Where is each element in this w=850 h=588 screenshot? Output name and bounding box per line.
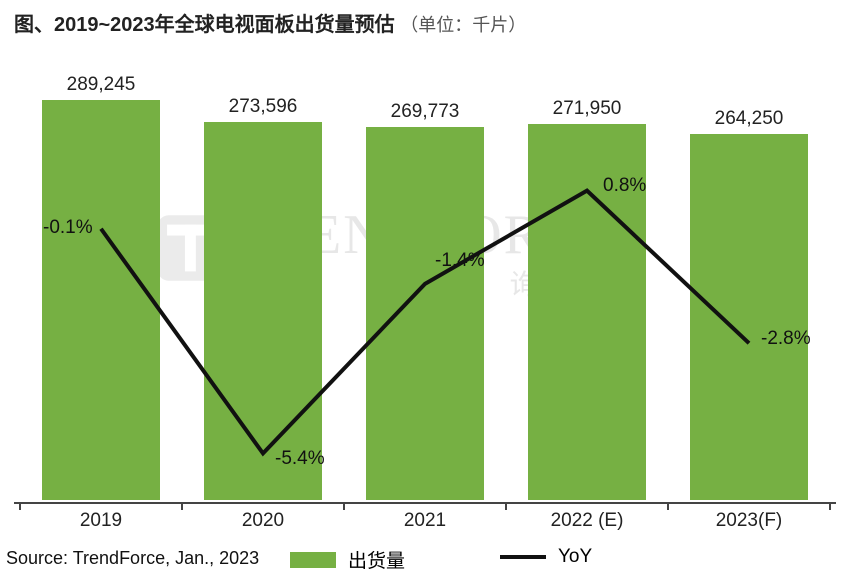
legend-line-label: YoY xyxy=(558,546,592,568)
bar-value-label: 273,596 xyxy=(193,96,333,118)
x-axis-line xyxy=(14,502,836,504)
legend-line-swatch xyxy=(500,555,546,559)
legend-item-bar: 出货量 xyxy=(290,546,405,573)
yoy-value-label: 0.8% xyxy=(603,175,646,197)
x-axis-tick xyxy=(343,502,345,510)
x-axis-tick xyxy=(19,502,21,510)
bar-value-label: 271,950 xyxy=(517,98,657,120)
legend-item-line: YoY xyxy=(500,546,592,568)
yoy-value-label: -5.4% xyxy=(275,448,325,470)
legend-bar-label: 出货量 xyxy=(348,546,405,573)
yoy-value-label: -2.8% xyxy=(761,328,811,350)
x-axis-tick xyxy=(829,502,831,510)
chart-title-main: 图、2019~2023年全球电视面板出货量预估 xyxy=(14,14,395,36)
x-axis-category-label: 2020 xyxy=(193,510,333,532)
x-axis-tick xyxy=(181,502,183,510)
legend-bar-swatch xyxy=(290,552,336,568)
bar xyxy=(42,100,160,500)
x-axis-category-label: 2021 xyxy=(355,510,495,532)
x-axis-tick xyxy=(667,502,669,510)
bar-value-label: 289,245 xyxy=(31,74,171,96)
bar xyxy=(366,127,484,500)
x-axis-category-label: 2019 xyxy=(31,510,171,532)
x-axis-tick xyxy=(505,502,507,510)
bar-value-label: 269,773 xyxy=(355,101,495,123)
x-axis-category-label: 2023(F) xyxy=(679,510,819,532)
bar xyxy=(204,122,322,500)
bar xyxy=(690,134,808,500)
source-text: Source: TrendForce, Jan., 2023 xyxy=(6,548,259,569)
x-axis-category-label: 2022 (E) xyxy=(517,510,657,532)
yoy-value-label: -0.1% xyxy=(43,217,93,239)
bar-value-label: 264,250 xyxy=(679,108,819,130)
chart-title-unit: （单位：千片） xyxy=(400,15,526,35)
chart-area: 289,245 273,596 269,773 271,950 264,250 -0.1%… xyxy=(20,55,830,500)
chart-title: 图、2019~2023年全球电视面板出货量预估 （单位：千片） xyxy=(14,8,526,37)
yoy-value-label: -1.4% xyxy=(435,250,485,272)
